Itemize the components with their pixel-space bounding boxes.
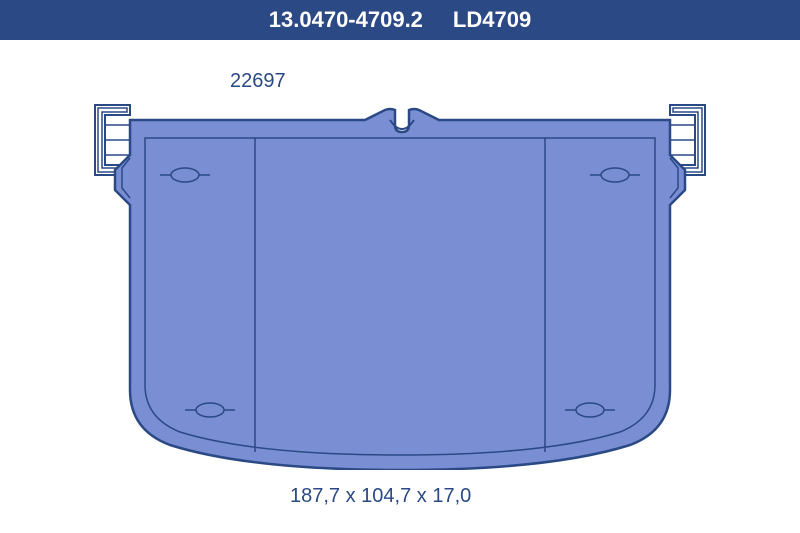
header-bar: 13.0470-4709.2 LD4709 [0, 0, 800, 40]
brake-pad-diagram [80, 90, 720, 470]
product-code: 13.0470-4709.2 [269, 7, 423, 33]
dimensions-label: 187,7 x 104,7 x 17,0 [290, 485, 471, 508]
diagram-container: 22697 4x 187,7 x 104,7 x 17,0 [0, 40, 800, 533]
model-code: LD4709 [453, 7, 531, 33]
